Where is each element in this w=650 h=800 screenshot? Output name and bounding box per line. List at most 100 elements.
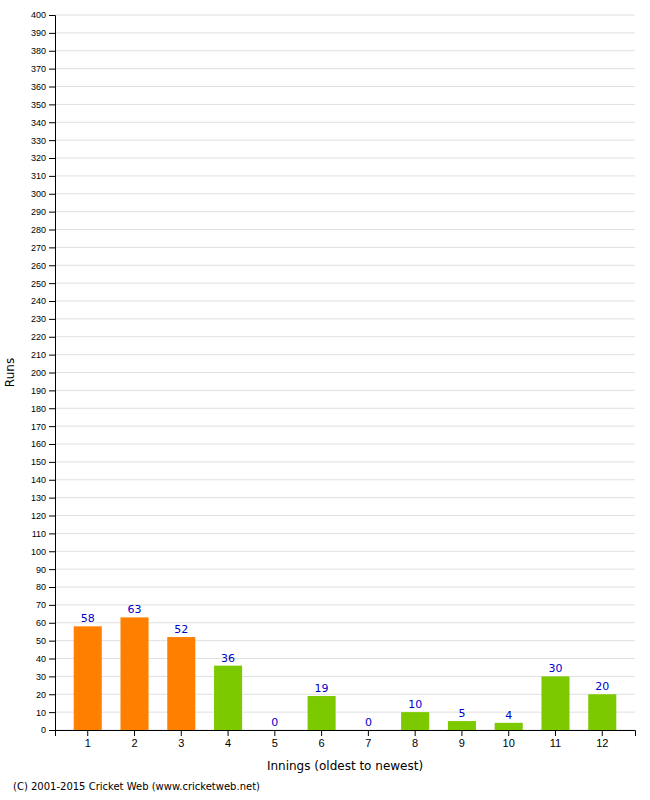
bar xyxy=(120,617,148,730)
tick-mark xyxy=(87,730,88,736)
tick: 6 xyxy=(319,730,325,749)
tick-label: 390 xyxy=(31,28,46,38)
tick-label: 330 xyxy=(31,136,46,146)
grid-line xyxy=(55,533,635,534)
tick: 220 xyxy=(31,332,55,342)
tick: 60 xyxy=(36,618,55,628)
data-label: 10 xyxy=(408,698,422,711)
grid-line xyxy=(55,408,635,409)
tick: 390 xyxy=(31,28,55,38)
grid-line xyxy=(55,354,635,355)
tick: 270 xyxy=(31,243,55,253)
tick-mark xyxy=(49,140,55,141)
plot: 5863523601901054302001020304050607080901… xyxy=(31,10,636,748)
tick: 330 xyxy=(31,136,55,146)
tick-mark xyxy=(49,265,55,266)
tick-mark xyxy=(49,87,55,88)
grid xyxy=(55,15,635,730)
tick-label: 10 xyxy=(36,708,46,718)
tick-mark xyxy=(49,373,55,374)
tick-mark xyxy=(368,730,369,736)
tick-mark xyxy=(49,69,55,70)
tick-label: 100 xyxy=(31,547,46,557)
tick-label: 6 xyxy=(319,737,325,749)
tick-label: 320 xyxy=(31,153,46,163)
tick: 10 xyxy=(36,708,55,718)
grid-line xyxy=(55,301,635,302)
tick-label: 12 xyxy=(596,737,608,749)
tick-label: 140 xyxy=(31,475,46,485)
tick: 7 xyxy=(365,730,371,749)
tick-label: 40 xyxy=(36,654,46,664)
tick-mark xyxy=(134,730,135,736)
tick-mark xyxy=(49,247,55,248)
tick: 230 xyxy=(31,314,55,324)
tick: 5 xyxy=(272,730,278,749)
grid-line xyxy=(55,426,635,427)
tick-label: 20 xyxy=(36,690,46,700)
tick-mark xyxy=(49,426,55,427)
grid-line xyxy=(55,569,635,570)
tick-mark xyxy=(274,730,275,736)
grid-line xyxy=(55,551,635,552)
tick: 210 xyxy=(31,350,55,360)
tick: 290 xyxy=(31,207,55,217)
tick-mark xyxy=(49,730,55,731)
tick-label: 200 xyxy=(31,368,46,378)
bar xyxy=(588,694,616,730)
tick: 0 xyxy=(41,725,55,735)
tick-label: 60 xyxy=(36,618,46,628)
tick-label: 370 xyxy=(31,64,46,74)
tick-mark xyxy=(49,694,55,695)
bar xyxy=(261,730,289,731)
tick-mark xyxy=(49,516,55,517)
data-labels: 58635236019010543020 xyxy=(81,603,610,729)
tick-label: 170 xyxy=(31,422,46,432)
tick-label: 360 xyxy=(31,82,46,92)
tick-mark xyxy=(49,605,55,606)
tick-label: 310 xyxy=(31,171,46,181)
tick: 380 xyxy=(31,46,55,56)
data-label: 63 xyxy=(128,603,142,616)
bars xyxy=(74,617,617,730)
tick-label: 2 xyxy=(131,737,137,749)
tick: 350 xyxy=(31,100,55,110)
tick-label: 130 xyxy=(31,493,46,503)
data-label: 30 xyxy=(548,662,562,675)
tick-label: 70 xyxy=(36,600,46,610)
grid-line xyxy=(55,175,635,176)
x-axis-title: Innings (oldest to newest) xyxy=(267,759,423,773)
data-label: 0 xyxy=(271,716,278,729)
grid-line xyxy=(55,50,635,51)
tick-label: 160 xyxy=(31,439,46,449)
bar xyxy=(354,730,382,731)
tick-mark xyxy=(49,337,55,338)
tick-label: 380 xyxy=(31,46,46,56)
tick-mark xyxy=(461,730,462,736)
grid-line xyxy=(55,104,635,105)
tick: 150 xyxy=(31,457,55,467)
tick: 160 xyxy=(31,439,55,449)
tick-label: 290 xyxy=(31,207,46,217)
bar xyxy=(214,666,242,730)
tick-mark xyxy=(49,569,55,570)
footer: (C) 2001-2015 Cricket Web (www.cricketwe… xyxy=(13,781,260,792)
tick-label: 400 xyxy=(31,10,46,20)
tick: 2 xyxy=(131,730,137,749)
data-label: 19 xyxy=(315,682,329,695)
tick-mark xyxy=(49,194,55,195)
tick-mark xyxy=(49,408,55,409)
grid-line xyxy=(55,15,635,16)
tick-label: 300 xyxy=(31,189,46,199)
tick: 360 xyxy=(31,82,55,92)
tick-mark xyxy=(415,730,416,736)
grid-line xyxy=(55,86,635,87)
tick: 280 xyxy=(31,225,55,235)
grid-line xyxy=(55,193,635,194)
tick: 310 xyxy=(31,171,55,181)
tick: 50 xyxy=(36,636,55,646)
tick-mark xyxy=(555,730,556,736)
tick: 180 xyxy=(31,404,55,414)
grid-line xyxy=(55,32,635,33)
data-label: 4 xyxy=(505,709,512,722)
